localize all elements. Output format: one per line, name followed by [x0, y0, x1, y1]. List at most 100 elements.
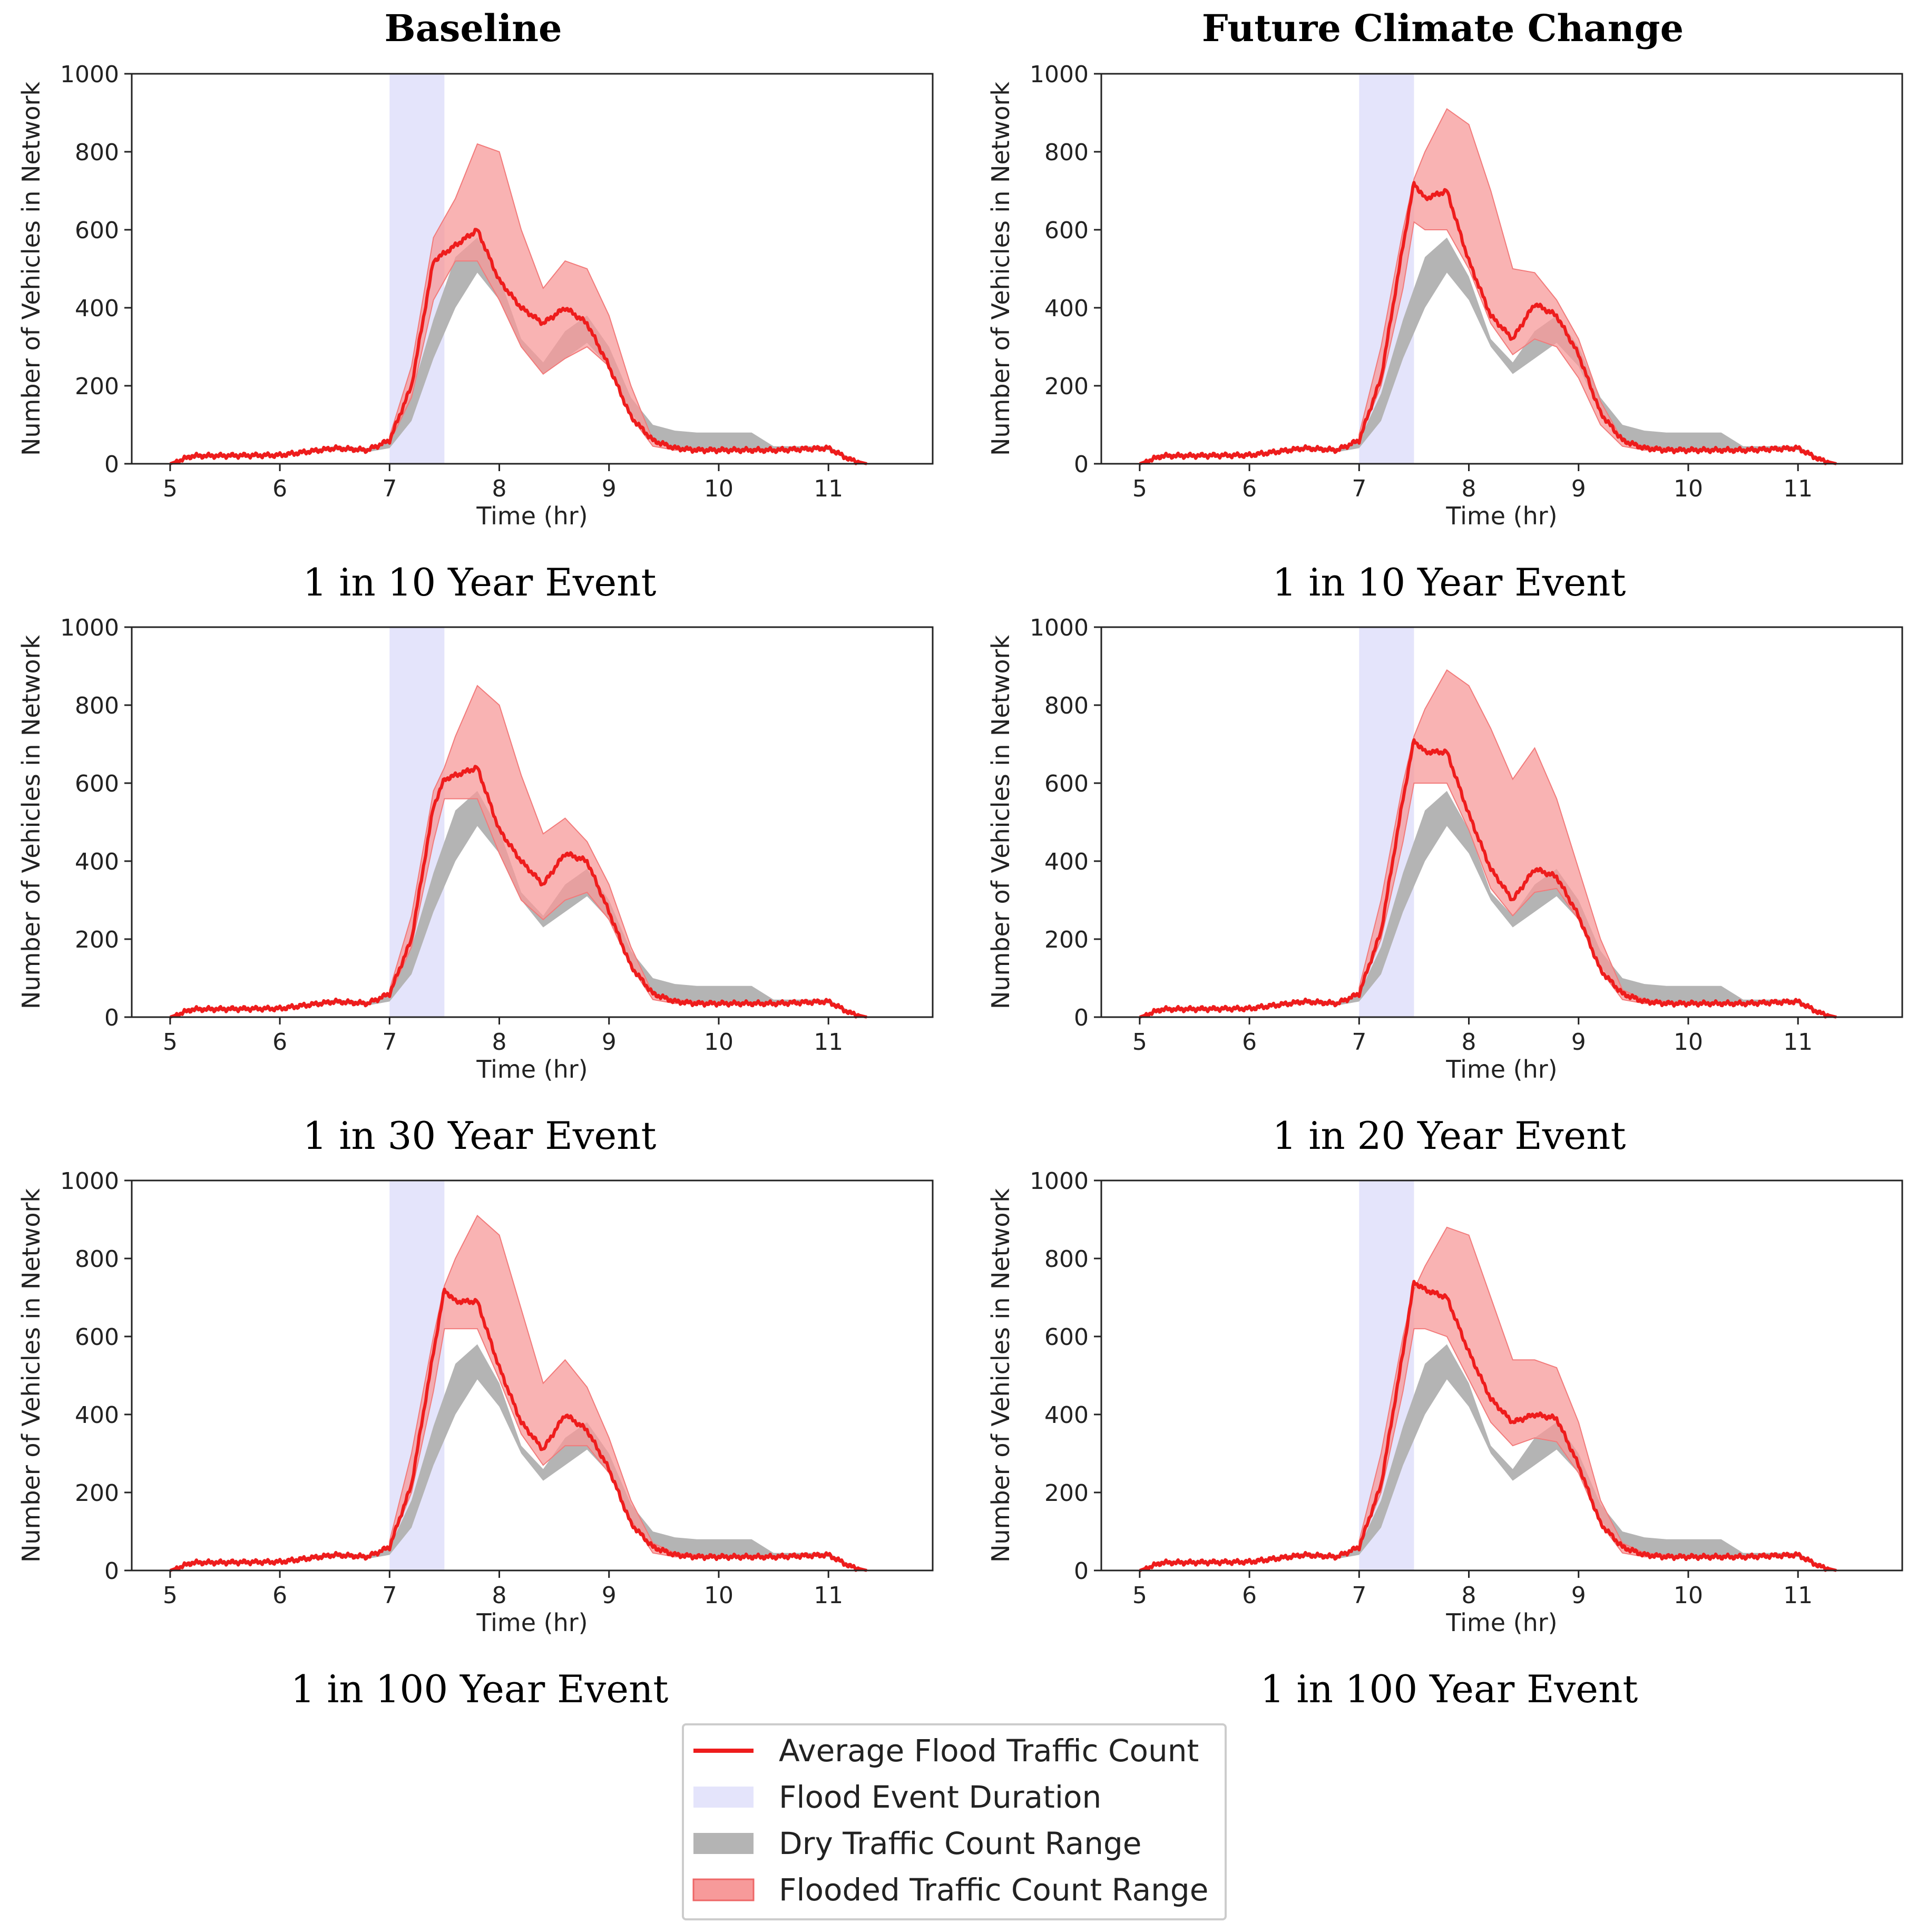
- average-flood-line: [1139, 181, 1837, 465]
- x-axis-label: Time (hr): [1445, 502, 1557, 530]
- x-tick-label: 6: [1242, 475, 1257, 502]
- x-tick-label: 8: [1462, 1029, 1476, 1056]
- chart-panel-2: 5 6 7 8 9 10 11 0 200 400 600 800 1000 Time (hr) Numbe…: [986, 61, 1903, 604]
- x-tick-label: 8: [492, 1582, 507, 1609]
- y-tick-label: 200: [75, 926, 119, 953]
- plot-frame: [131, 73, 934, 465]
- x-tick-label: 10: [1674, 475, 1703, 502]
- legend-label-avg: Average Flood Traffic Count: [779, 1733, 1199, 1769]
- legend-label-dry: Dry Traffic Count Range: [779, 1826, 1141, 1861]
- y-tick-label: 1000: [1030, 614, 1089, 641]
- x-axis-label: Time (hr): [476, 1055, 588, 1084]
- y-tick-label: 600: [75, 1324, 119, 1351]
- y-tick-label: 800: [75, 692, 119, 719]
- plot-frame: [1100, 1179, 1903, 1572]
- average-flood-line: [169, 228, 867, 465]
- y-tick-label: 0: [104, 1004, 119, 1031]
- panel-caption: 1 in 10 Year Event: [1273, 560, 1626, 604]
- plot-frame: [131, 626, 934, 1018]
- x-tick-label: 10: [1674, 1029, 1703, 1056]
- legend-label-flood-duration: Flood Event Duration: [779, 1779, 1101, 1815]
- legend: Average Flood Traffic Count Flood Event …: [682, 1723, 1227, 1920]
- y-axis-label: Number of Vehicles in Network: [986, 635, 1015, 1009]
- plot-frame: [1100, 73, 1903, 465]
- plot-frame: [131, 1179, 934, 1572]
- x-tick-label: 11: [1783, 1582, 1813, 1609]
- x-tick-label: 7: [1352, 1029, 1366, 1056]
- x-tick-label: 10: [704, 475, 733, 502]
- chart-panel-4: 5 6 7 8 9 10 11 0 200 400 600 800 1000 Time (hr) Numbe…: [986, 614, 1903, 1158]
- y-tick-label: 0: [1074, 1558, 1089, 1585]
- x-tick-label: 8: [492, 475, 507, 502]
- y-tick-label: 200: [75, 373, 119, 400]
- average-flood-line: [169, 765, 867, 1019]
- x-tick-label: 8: [492, 1029, 507, 1056]
- y-tick-label: 0: [104, 451, 119, 478]
- y-tick-label: 200: [1044, 373, 1089, 400]
- y-tick-label: 400: [75, 295, 119, 322]
- y-tick-label: 0: [1074, 451, 1089, 478]
- y-tick-label: 400: [1044, 848, 1089, 875]
- average-flood-line: [1139, 1280, 1837, 1572]
- x-tick-label: 7: [1352, 1582, 1366, 1609]
- y-tick-label: 1000: [60, 1168, 119, 1195]
- x-tick-label: 10: [704, 1582, 733, 1609]
- x-tick-label: 11: [814, 475, 843, 502]
- legend-swatch-flooded: [692, 1878, 755, 1901]
- legend-swatch-dry: [693, 1833, 754, 1854]
- average-flood-line: [169, 1287, 867, 1572]
- chart-panel-3: 5 6 7 8 9 10 11 0 200 400 600 800 1000 Time (hr) Numbe…: [17, 614, 934, 1158]
- y-tick-label: 800: [75, 139, 119, 166]
- x-tick-label: 9: [602, 1582, 617, 1609]
- column-title-baseline: Baseline: [384, 6, 562, 50]
- chart-panel-6: 5 6 7 8 9 10 11 0 200 400 600 800 1000 Time (hr) Numbe…: [986, 1168, 1903, 1711]
- panel-caption: 1 in 100 Year Event: [291, 1667, 669, 1711]
- legend-swatch-flood-duration: [693, 1787, 754, 1808]
- y-tick-label: 600: [1044, 217, 1089, 244]
- x-tick-label: 6: [1242, 1029, 1257, 1056]
- x-tick-label: 10: [1674, 1582, 1703, 1609]
- x-tick-label: 11: [1783, 475, 1813, 502]
- x-tick-label: 9: [1571, 1029, 1586, 1056]
- x-tick-label: 9: [602, 1029, 617, 1056]
- y-tick-label: 800: [1044, 1246, 1089, 1273]
- x-tick-label: 5: [1132, 475, 1147, 502]
- y-tick-label: 1000: [60, 614, 119, 641]
- y-tick-label: 800: [1044, 139, 1089, 166]
- x-tick-label: 10: [704, 1029, 733, 1056]
- x-tick-label: 5: [163, 475, 178, 502]
- legend-box: [682, 1723, 1227, 1920]
- y-tick-label: 800: [75, 1246, 119, 1273]
- x-tick-label: 8: [1462, 1582, 1476, 1609]
- chart-panel-1: 5 6 7 8 9 10 11 0 200 400 600 800 1000 Time (hr) Numbe…: [17, 61, 934, 604]
- x-tick-label: 6: [272, 1029, 287, 1056]
- panel-caption: 1 in 10 Year Event: [303, 560, 657, 604]
- y-tick-label: 400: [75, 848, 119, 875]
- x-tick-label: 6: [272, 475, 287, 502]
- x-tick-label: 8: [1462, 475, 1476, 502]
- x-tick-label: 11: [1783, 1029, 1813, 1056]
- x-tick-label: 11: [814, 1029, 843, 1056]
- y-tick-label: 600: [1044, 770, 1089, 797]
- x-axis-label: Time (hr): [1445, 1608, 1557, 1637]
- y-tick-label: 600: [75, 770, 119, 797]
- x-tick-label: 11: [814, 1582, 843, 1609]
- y-tick-label: 200: [75, 1480, 119, 1507]
- y-tick-label: 1000: [1030, 61, 1089, 88]
- y-tick-label: 200: [1044, 926, 1089, 953]
- y-axis-label: Number of Vehicles in Network: [17, 635, 45, 1009]
- y-axis-label: Number of Vehicles in Network: [986, 1188, 1015, 1563]
- x-tick-label: 9: [1571, 1582, 1586, 1609]
- x-tick-label: 5: [1132, 1029, 1147, 1056]
- x-tick-label: 9: [1571, 475, 1586, 502]
- y-axis-label: Number of Vehicles in Network: [17, 1188, 45, 1563]
- y-tick-label: 400: [1044, 295, 1089, 322]
- legend-label-flooded: Flooded Traffic Count Range: [779, 1872, 1208, 1908]
- y-axis-label: Number of Vehicles in Network: [17, 82, 45, 456]
- plot-frame: [1100, 626, 1903, 1018]
- panel-caption: 1 in 20 Year Event: [1273, 1114, 1626, 1158]
- y-tick-label: 600: [1044, 1324, 1089, 1351]
- y-tick-label: 400: [1044, 1402, 1089, 1429]
- average-flood-line: [1139, 738, 1837, 1019]
